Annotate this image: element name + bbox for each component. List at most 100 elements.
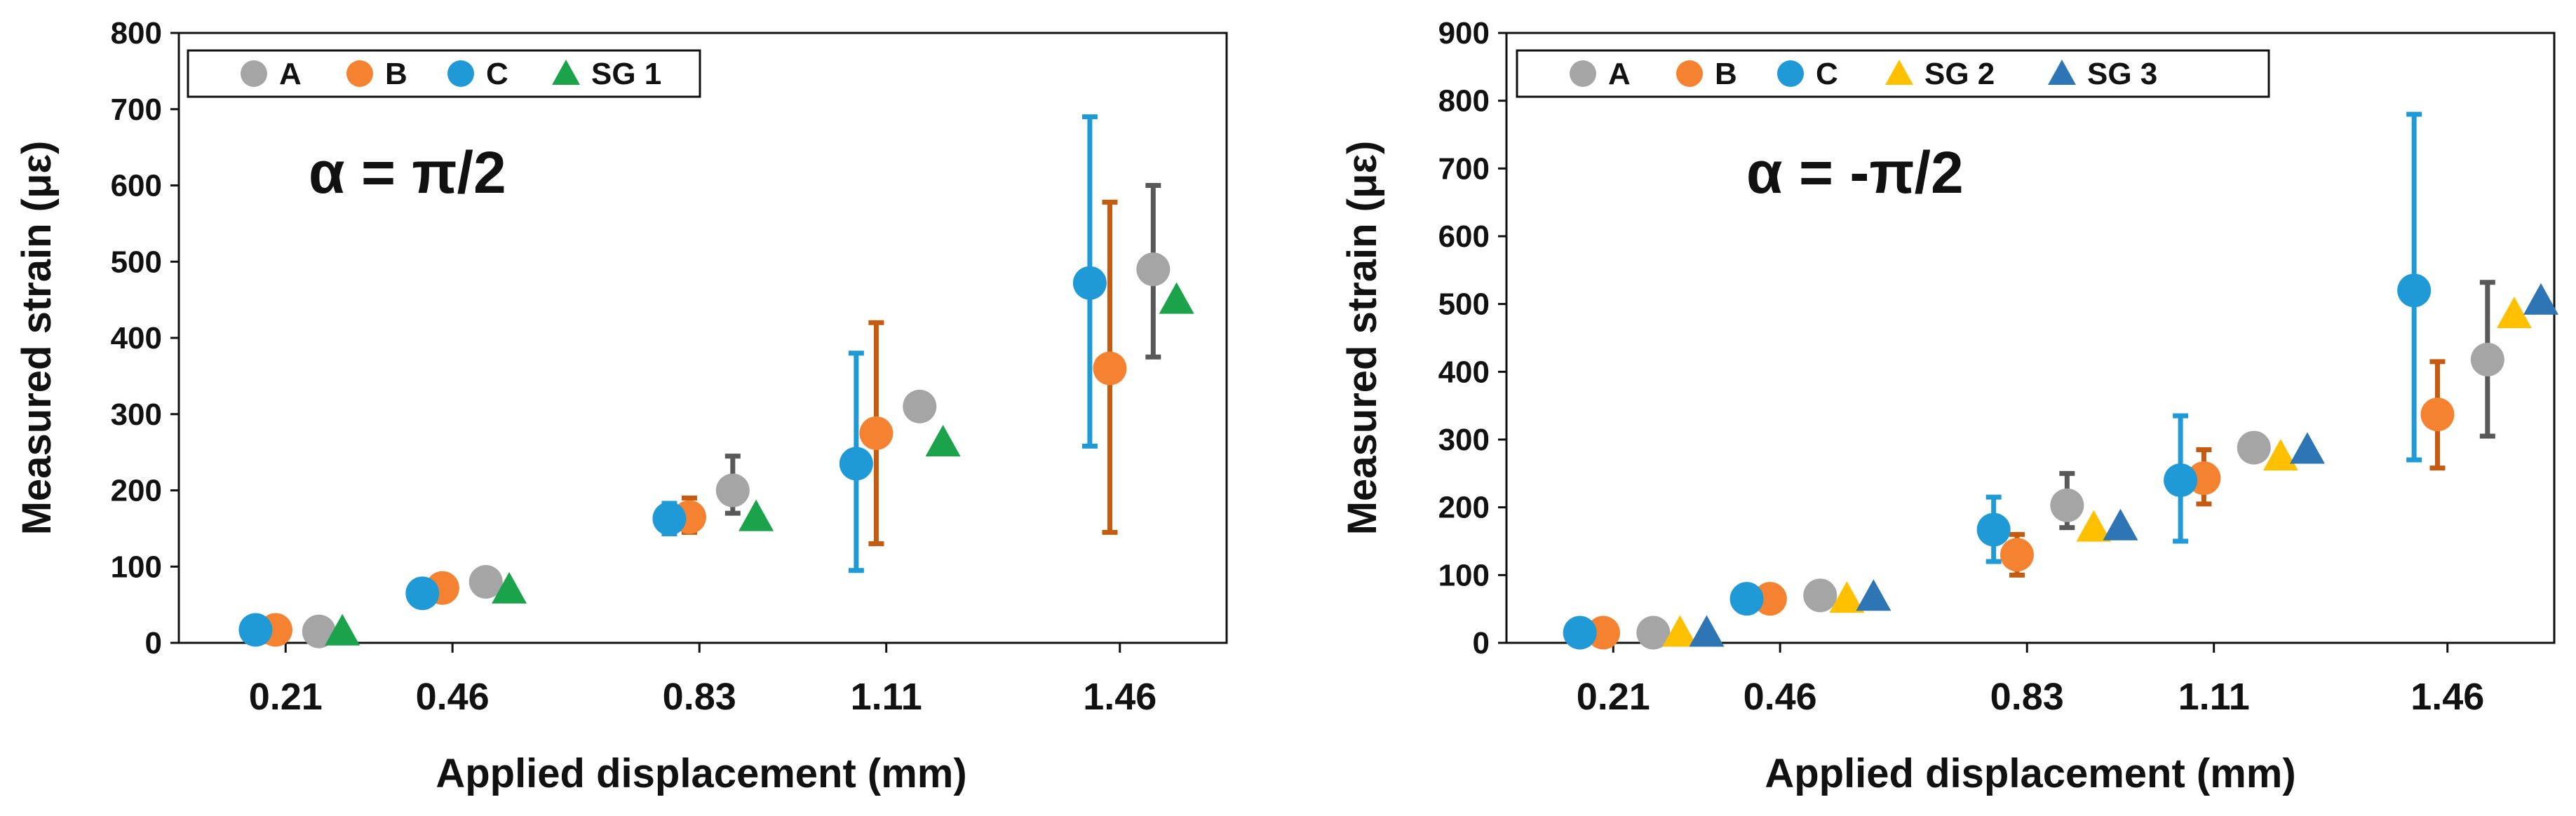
x-tick-label: 1.11 [851, 676, 922, 718]
data-point [2076, 510, 2112, 542]
data-point [652, 501, 687, 536]
data-point [302, 614, 336, 648]
data-point [1136, 252, 1171, 287]
legend-marker-sg-3 [2048, 60, 2076, 85]
data-point [1586, 616, 1620, 650]
plot-frame [177, 32, 1228, 644]
x-axis-title: Applied displacement (mm) [1765, 751, 2295, 796]
y-tick-label: 200 [1438, 491, 1490, 525]
x-tick-label: 0.83 [663, 676, 736, 718]
series-c [1563, 273, 2432, 650]
data-point [325, 613, 360, 646]
data-point [1662, 615, 1698, 647]
alpha-annotation: α = -π/2 [1746, 140, 1964, 205]
legend-marker-b [346, 60, 373, 87]
legend-marker-sg-2 [1885, 60, 1913, 85]
data-point [2050, 488, 2084, 522]
legend-label: SG 2 [1924, 57, 1995, 91]
x-tick-label: 1.46 [1083, 676, 1156, 718]
y-tick-label: 300 [1438, 423, 1490, 457]
y-axis-title: Measured strain (με) [1340, 141, 1385, 536]
legend-box [187, 49, 701, 98]
x-tick-label: 0.21 [249, 676, 323, 718]
chart-panel-left: 0 100 200 300 400 500 600 700 800 0.21 0.46 0.83 1.1… [14, 16, 1228, 796]
error-bars-b [267, 199, 1118, 637]
y-tick-label: 700 [1438, 151, 1490, 186]
legend-label: A [1608, 57, 1631, 91]
x-tick-label: 1.46 [2410, 676, 2484, 718]
data-point [2103, 508, 2138, 540]
error-bars-c [1572, 111, 2422, 639]
y-tick-label: 0 [1473, 626, 1490, 660]
y-tick-label: 100 [1438, 558, 1490, 592]
series-sg-3 [1689, 283, 2558, 647]
series-sg-2 [1662, 297, 2532, 647]
data-point [1753, 582, 1787, 616]
legend-marker-a [241, 60, 267, 87]
legend-marker-a [1570, 60, 1596, 87]
x-tick-label: 1.11 [2178, 676, 2250, 718]
data-point [859, 416, 893, 450]
y-tick-label: 100 [111, 550, 162, 584]
y-tick-label: 500 [1438, 287, 1490, 322]
data-point [1563, 616, 1597, 650]
data-point [2496, 297, 2532, 329]
chart-panel-right: 0 100 200 300 400 500 600 700 800 900 0.21 0.46 0.83… [1340, 16, 2558, 796]
y-tick-label: 700 [111, 93, 162, 127]
x-tick-label: 0.83 [1990, 676, 2064, 718]
data-point [1072, 266, 1107, 300]
y-tick-label: 400 [1438, 355, 1490, 389]
y-tick-label: 200 [111, 474, 162, 508]
data-point [2164, 463, 2198, 497]
legend: A B C SG 2 SG 3 [1516, 49, 2270, 98]
alpha-annotation: α = π/2 [309, 140, 506, 205]
legend-label: C [486, 57, 508, 91]
data-point [2237, 430, 2271, 465]
data-point [715, 473, 750, 508]
legend-label: SG 1 [591, 57, 661, 91]
series-b [1586, 397, 2455, 650]
data-point [1636, 616, 1671, 650]
data-point [739, 499, 774, 531]
legend-label: A [279, 57, 302, 91]
y-tick-label: 500 [111, 245, 162, 279]
y-tick-label: 300 [111, 397, 162, 432]
data-point [839, 447, 873, 481]
data-point [1159, 282, 1194, 314]
legend-label: C [1816, 57, 1838, 91]
x-axis-title: Applied displacement (mm) [436, 751, 966, 796]
legend-label: B [1715, 57, 1737, 91]
x-tick-label: 0.46 [416, 676, 490, 718]
data-point [1093, 351, 1127, 386]
data-point [1803, 578, 1837, 613]
data-point [238, 613, 273, 647]
error-bars-a [311, 183, 1161, 638]
y-tick-label: 600 [111, 169, 162, 203]
y-tick-label: 800 [1438, 84, 1490, 118]
y-tick-label: 800 [111, 16, 162, 50]
data-point [492, 571, 527, 604]
data-point [2470, 342, 2504, 376]
data-point [1856, 579, 1891, 611]
data-point [903, 389, 937, 423]
x-axis: 0.21 0.46 0.83 1.11 1.46 [249, 643, 1156, 718]
legend-marker-sg-1 [552, 60, 580, 85]
legend-marker-c [1777, 60, 1804, 87]
y-tick-label: 400 [111, 321, 162, 355]
data-point [2397, 273, 2432, 308]
legend-marker-b [1676, 60, 1703, 87]
y-axis-title: Measured strain (με) [14, 141, 60, 536]
legend-label: B [385, 57, 407, 91]
series-sg-1 [325, 282, 1194, 646]
data-point [2289, 432, 2325, 464]
x-tick-label: 0.46 [1744, 676, 1817, 718]
data-point [405, 576, 440, 611]
x-tick-label: 0.21 [1577, 676, 1650, 718]
plot-frame [1505, 32, 2556, 644]
legend-label: SG 3 [2087, 57, 2157, 91]
data-point [1729, 582, 1764, 616]
series-c [238, 266, 1107, 647]
legend-marker-c [447, 60, 474, 87]
x-axis: 0.21 0.46 0.83 1.11 1.46 [1577, 643, 2484, 718]
